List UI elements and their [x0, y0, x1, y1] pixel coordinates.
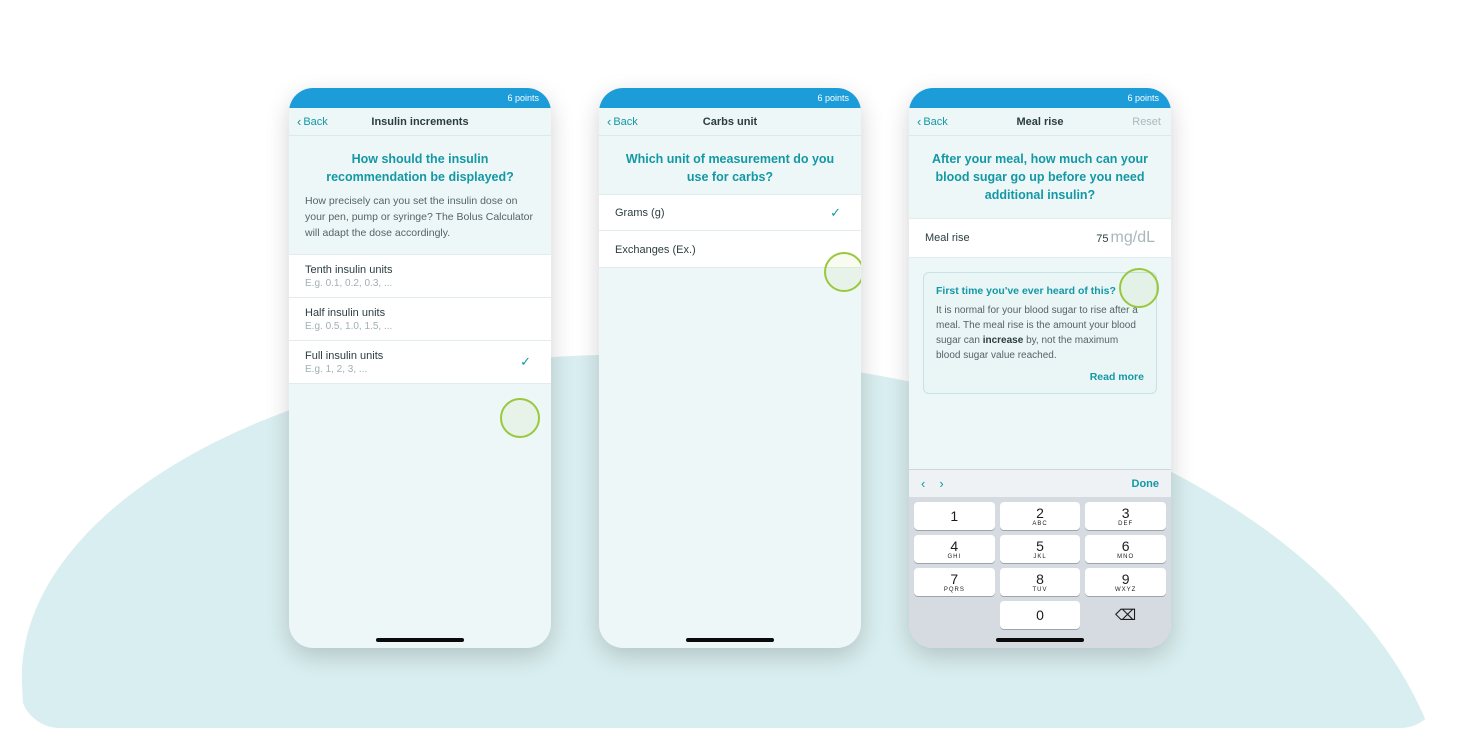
info-body: It is normal for your blood sugar to ris… — [936, 303, 1144, 363]
points-label: 6 points — [1127, 93, 1159, 103]
option-full-units[interactable]: Full insulin units E.g. 1, 2, 3, ... ✓ — [289, 341, 551, 383]
screen-content: How should the insulin recommendation be… — [289, 136, 551, 648]
keypad-grid: 12ABC3DEF 4GHI5JKL6MNO 7PQRS8TUV9WXYZ0⌫ — [909, 497, 1171, 634]
info-title: First time you've ever heard of this? — [936, 285, 1144, 297]
key-7[interactable]: 7PQRS — [914, 568, 995, 596]
option-title: Exchanges (Ex.) — [615, 244, 696, 256]
checkmark-icon: ✓ — [830, 205, 845, 221]
options-list: Grams (g) ✓ Exchanges (Ex.) — [599, 194, 861, 268]
key-9[interactable]: 9WXYZ — [1085, 568, 1166, 596]
option-title: Grams (g) — [615, 207, 665, 219]
question-heading: Which unit of measurement do you use for… — [599, 136, 861, 194]
option-title: Half insulin units — [305, 307, 392, 319]
option-grams[interactable]: Grams (g) ✓ — [599, 195, 861, 231]
phone-row: 6 points ‹ Back Insulin increments How s… — [20, 28, 1440, 728]
chevron-left-icon: ‹ — [917, 115, 921, 128]
keypad-next-icon[interactable]: › — [939, 476, 943, 491]
home-indicator — [996, 638, 1084, 642]
question-heading: After your meal, how much can your blood… — [909, 136, 1171, 212]
keypad-toolbar: ‹ › Done — [909, 469, 1171, 497]
reset-button[interactable]: Reset — [1132, 116, 1161, 128]
keypad-prev-icon[interactable]: ‹ — [921, 476, 925, 491]
value-number: 75 — [1096, 233, 1108, 245]
phone-meal-rise: 6 points ‹ Back Meal rise Reset After yo… — [909, 88, 1171, 648]
home-indicator — [376, 638, 464, 642]
keypad-done-button[interactable]: Done — [1132, 478, 1160, 490]
key-1[interactable]: 1 — [914, 502, 995, 530]
key-blank — [914, 601, 995, 629]
key-4[interactable]: 4GHI — [914, 535, 995, 563]
options-list: Tenth insulin units E.g. 0.1, 0.2, 0.3, … — [289, 254, 551, 384]
question-heading: How should the insulin recommendation be… — [289, 136, 551, 194]
option-exchanges[interactable]: Exchanges (Ex.) — [599, 231, 861, 267]
key-delete[interactable]: ⌫ — [1085, 601, 1166, 629]
home-indicator — [686, 638, 774, 642]
phone-carbs-unit: 6 points ‹ Back Carbs unit Which unit of… — [599, 88, 861, 648]
canvas: 6 points ‹ Back Insulin increments How s… — [20, 28, 1440, 728]
key-0[interactable]: 0 — [1000, 601, 1081, 629]
screen-content: After your meal, how much can your blood… — [909, 136, 1171, 648]
nav-title: Insulin increments — [371, 116, 468, 128]
points-label: 6 points — [507, 93, 539, 103]
nav-bar: ‹ Back Insulin increments — [289, 108, 551, 136]
option-sub: E.g. 0.1, 0.2, 0.3, ... — [305, 278, 392, 289]
back-label: Back — [923, 116, 947, 128]
chevron-left-icon: ‹ — [607, 115, 611, 128]
option-title: Tenth insulin units — [305, 264, 392, 276]
status-bar: 6 points — [289, 88, 551, 108]
screen-content: Which unit of measurement do you use for… — [599, 136, 861, 648]
status-bar: 6 points — [599, 88, 861, 108]
back-button[interactable]: ‹ Back — [917, 115, 948, 128]
nav-title: Meal rise — [1016, 116, 1063, 128]
chevron-left-icon: ‹ — [297, 115, 301, 128]
status-bar: 6 points — [909, 88, 1171, 108]
option-title: Full insulin units — [305, 350, 383, 362]
back-label: Back — [613, 116, 637, 128]
key-8[interactable]: 8TUV — [1000, 568, 1081, 596]
back-label: Back — [303, 116, 327, 128]
question-subtext: How precisely can you set the insulin do… — [289, 194, 551, 253]
points-label: 6 points — [817, 93, 849, 103]
checkmark-icon: ✓ — [520, 354, 535, 370]
back-button[interactable]: ‹ Back — [297, 115, 328, 128]
nav-bar: ‹ Back Meal rise Reset — [909, 108, 1171, 136]
value-unit: mg/dL — [1111, 229, 1155, 246]
info-card: First time you've ever heard of this? It… — [923, 272, 1157, 394]
nav-title: Carbs unit — [703, 116, 757, 128]
key-5[interactable]: 5JKL — [1000, 535, 1081, 563]
phone-insulin-increments: 6 points ‹ Back Insulin increments How s… — [289, 88, 551, 648]
numeric-keypad: ‹ › Done 12ABC3DEF 4GHI5JKL6MNO 7PQRS8TUV9… — [909, 469, 1171, 648]
key-2[interactable]: 2ABC — [1000, 502, 1081, 530]
read-more-link[interactable]: Read more — [936, 371, 1144, 383]
value-label: Meal rise — [925, 232, 970, 244]
info-body-bold: increase — [983, 335, 1024, 346]
key-3[interactable]: 3DEF — [1085, 502, 1166, 530]
option-sub: E.g. 0.5, 1.0, 1.5, ... — [305, 321, 392, 332]
option-tenth-units[interactable]: Tenth insulin units E.g. 0.1, 0.2, 0.3, … — [289, 255, 551, 298]
back-button[interactable]: ‹ Back — [607, 115, 638, 128]
meal-rise-input-row[interactable]: Meal rise 75mg/dL — [909, 218, 1171, 258]
option-sub: E.g. 1, 2, 3, ... — [305, 364, 383, 375]
key-6[interactable]: 6MNO — [1085, 535, 1166, 563]
nav-bar: ‹ Back Carbs unit — [599, 108, 861, 136]
option-half-units[interactable]: Half insulin units E.g. 0.5, 1.0, 1.5, .… — [289, 298, 551, 341]
